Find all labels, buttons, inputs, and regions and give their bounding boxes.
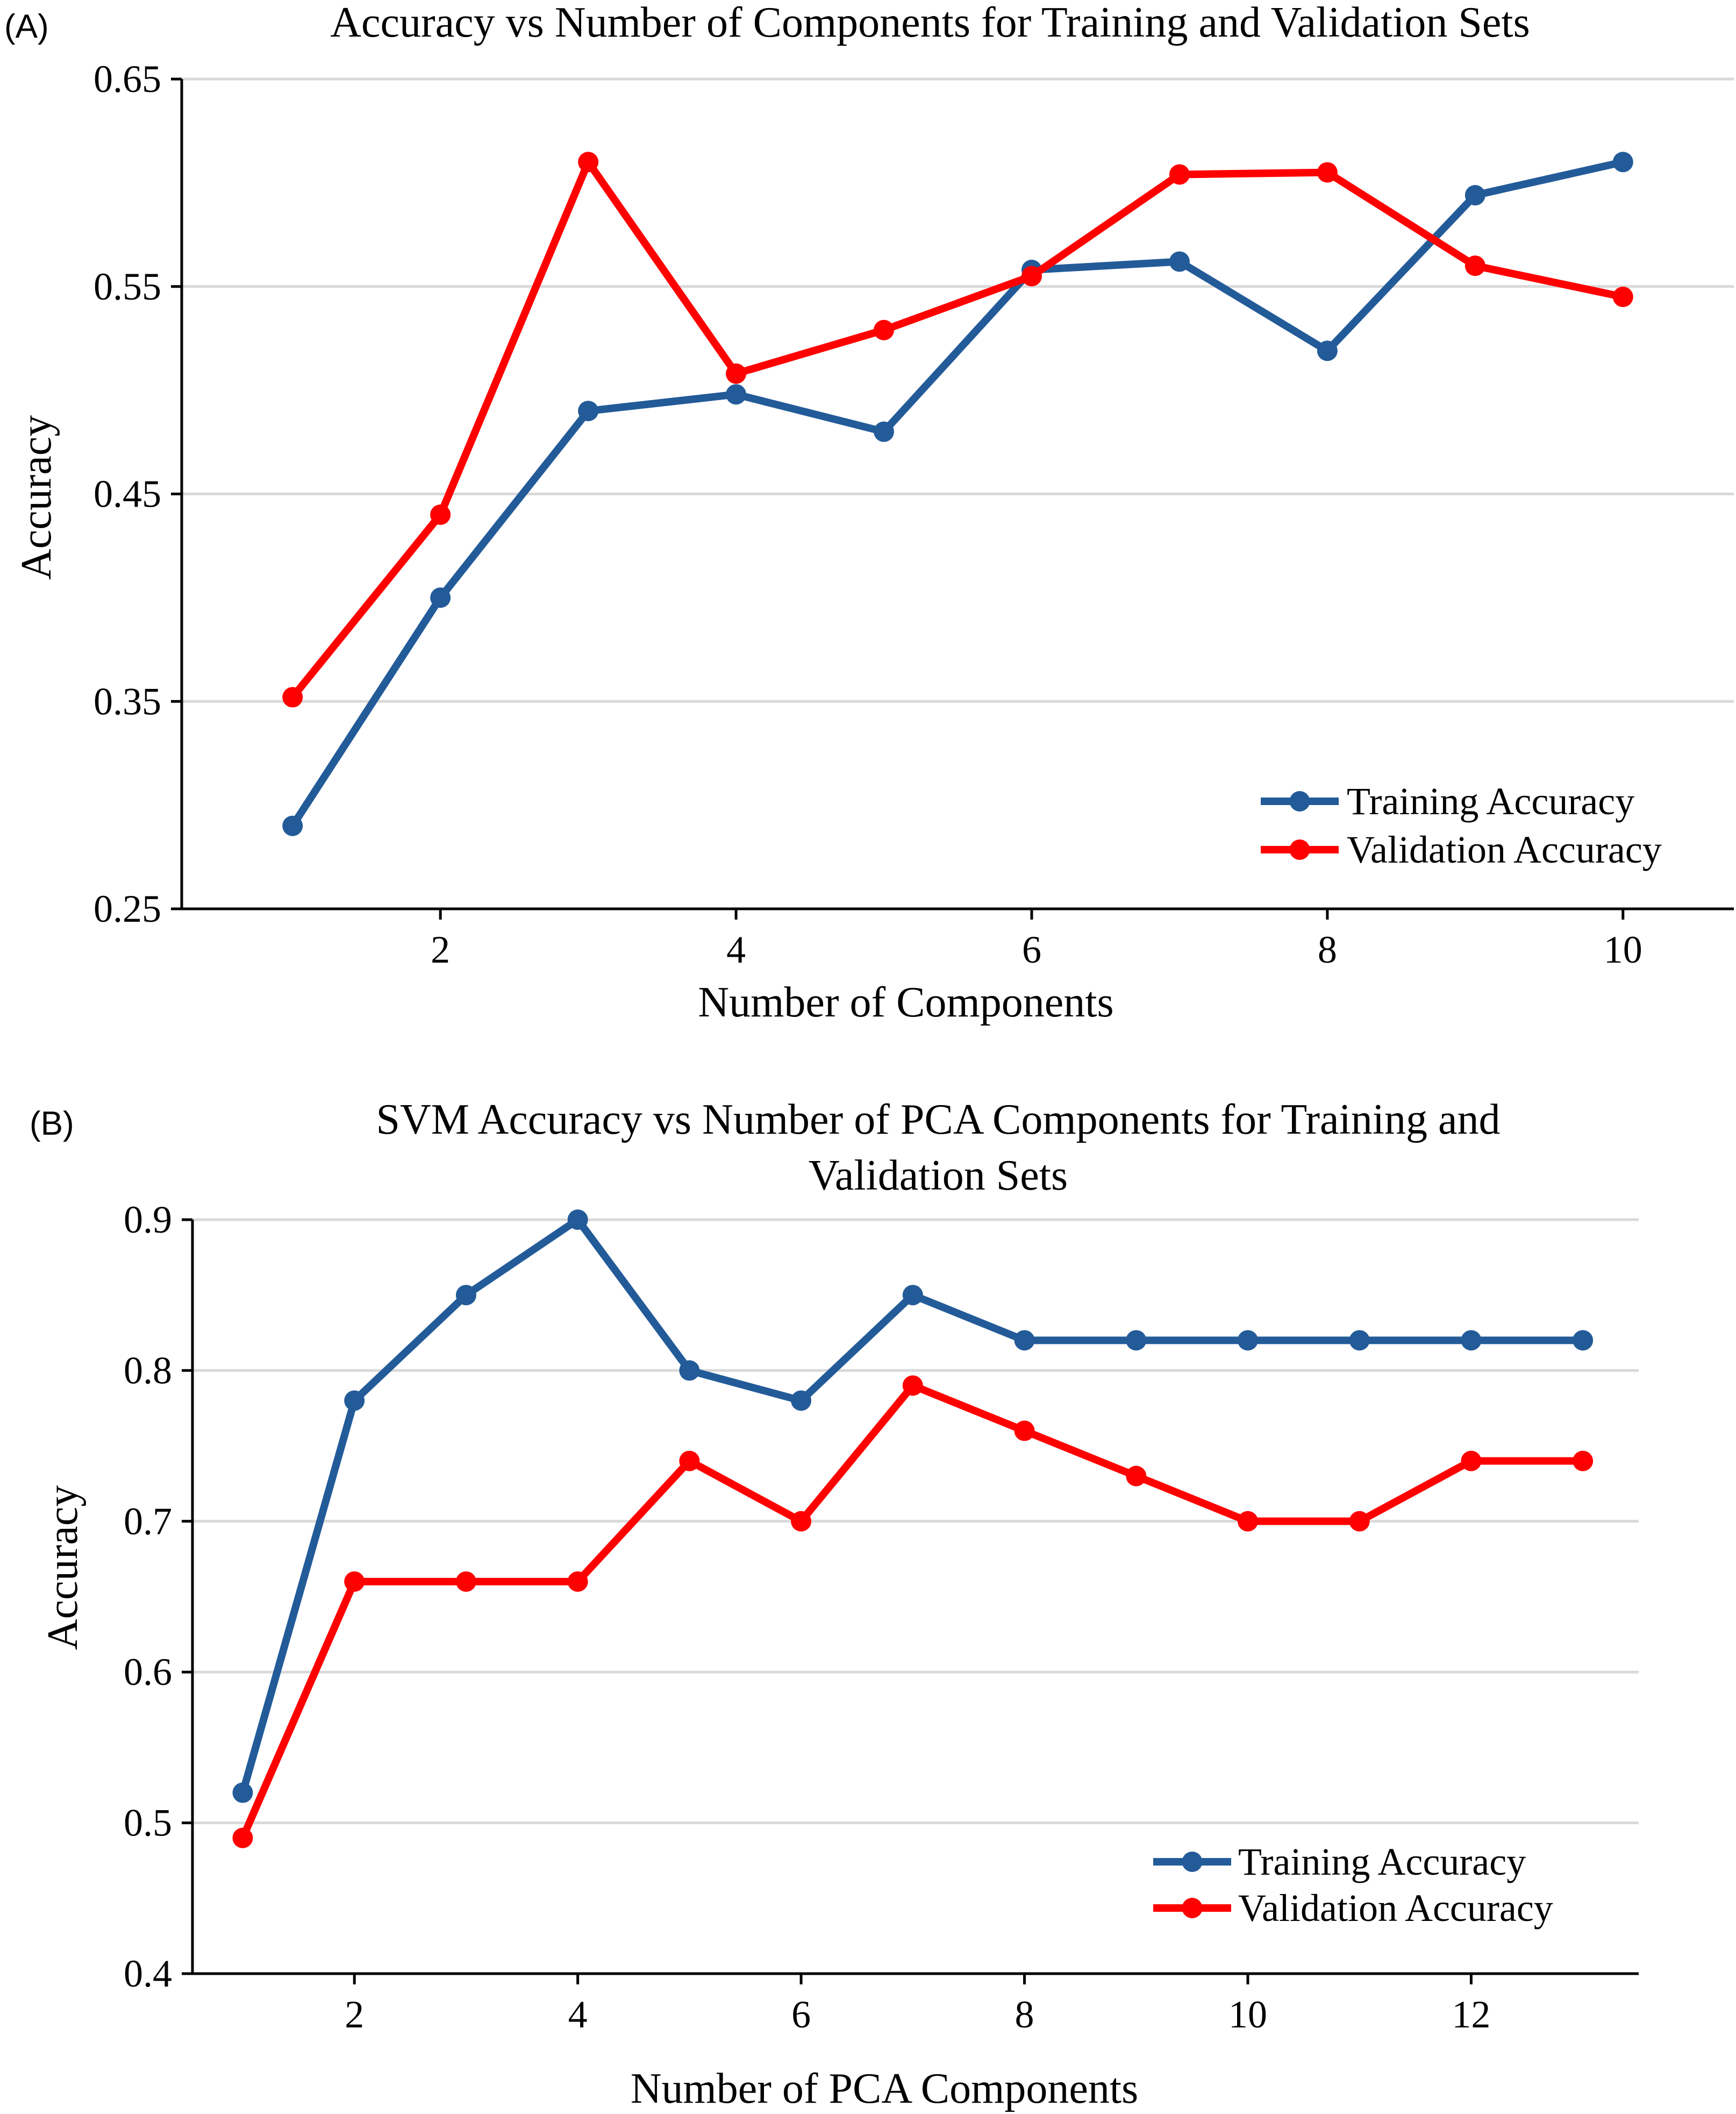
y-tick-label: 0.9 — [124, 1198, 172, 1241]
x-tick-label: 8 — [1318, 928, 1337, 971]
validation-series-line — [289, 158, 1627, 701]
validation-data-point — [726, 363, 747, 384]
validation-data-point — [282, 687, 303, 708]
validation-data-point — [430, 504, 451, 525]
training-data-point — [1349, 1330, 1370, 1351]
validation-data-point — [455, 1571, 476, 1592]
validation-data-point — [1021, 266, 1042, 287]
training-data-point — [679, 1360, 700, 1381]
y-tick-label: 0.6 — [124, 1650, 172, 1693]
training-data-point — [726, 384, 747, 405]
training-data-point — [1169, 251, 1190, 272]
y-tick-label: 0.5 — [124, 1802, 172, 1845]
validation-data-point — [1014, 1420, 1035, 1441]
training-data-point — [1464, 185, 1485, 206]
training-data-point — [1612, 152, 1633, 173]
y-tick-label: 0.25 — [94, 887, 161, 930]
validation-data-point — [791, 1511, 812, 1532]
chart-panel-b: (B) SVM Accuracy vs Number of PCA Compone… — [30, 1096, 1639, 2112]
y-axis-title: Accuracy — [13, 415, 60, 580]
legend: Training Accuracy Validation Accuracy — [1261, 780, 1662, 871]
validation-data-point — [679, 1450, 700, 1471]
training-data-point — [791, 1390, 812, 1411]
legend-label-training: Training Accuracy — [1347, 780, 1634, 823]
y-tick-label: 0.7 — [124, 1500, 172, 1543]
training-data-point — [455, 1285, 476, 1306]
training-data-point — [567, 1209, 588, 1230]
chart-title: Validation Sets — [809, 1152, 1068, 1199]
validation-data-point — [232, 1827, 253, 1848]
validation-data-point — [1317, 162, 1338, 183]
y-tick-label: 0.4 — [124, 1952, 172, 1995]
training-data-point — [1461, 1330, 1482, 1351]
validation-data-point — [1464, 255, 1485, 276]
validation-data-point — [578, 152, 599, 173]
legend-marker-training — [1289, 791, 1310, 812]
y-tick-label: 0.45 — [94, 473, 161, 516]
training-data-point — [874, 421, 895, 442]
validation-data-point — [1349, 1511, 1370, 1532]
validation-data-point — [567, 1571, 588, 1592]
legend-label-training: Training Accuracy — [1238, 1840, 1526, 1883]
x-tick-label: 12 — [1452, 1993, 1490, 2036]
y-tick-label: 0.35 — [94, 680, 161, 723]
x-axis-title: Number of Components — [698, 979, 1113, 1026]
validation-data-point — [1169, 164, 1190, 185]
validation-data-point — [1237, 1511, 1258, 1532]
training-data-point — [902, 1285, 923, 1306]
validation-data-point — [874, 319, 895, 340]
validation-data-point — [1573, 1450, 1594, 1471]
training-data-point — [1573, 1330, 1594, 1351]
x-axis-title: Number of PCA Components — [631, 2065, 1138, 2112]
x-tick-label: 4 — [726, 928, 746, 971]
validation-series-line — [239, 1382, 1587, 1842]
training-series-line — [289, 158, 1627, 830]
legend-label-validation: Validation Accuracy — [1347, 828, 1662, 871]
validation-data-point — [1612, 287, 1633, 308]
training-data-point — [1237, 1330, 1258, 1351]
chart-title: Accuracy vs Number of Components for Tra… — [330, 0, 1530, 46]
training-data-point — [1317, 340, 1338, 361]
legend-marker-validation — [1289, 839, 1310, 860]
legend-label-validation: Validation Accuracy — [1238, 1887, 1553, 1930]
validation-data-point — [1461, 1450, 1482, 1471]
chart-panel-a: (A) Accuracy vs Number of Components for … — [4, 0, 1734, 1026]
x-tick-label: 4 — [568, 1993, 588, 2036]
training-data-point — [578, 401, 599, 422]
chart-title: SVM Accuracy vs Number of PCA Components… — [376, 1096, 1500, 1143]
training-data-point — [232, 1782, 253, 1803]
training-data-point — [344, 1390, 365, 1411]
validation-data-point — [344, 1571, 365, 1592]
x-tick-label: 2 — [431, 928, 450, 971]
y-tick-label: 0.65 — [94, 58, 161, 101]
legend-marker-validation — [1182, 1898, 1203, 1918]
x-tick-label: 10 — [1604, 928, 1642, 971]
validation-data-point — [902, 1375, 923, 1396]
legend-marker-training — [1182, 1852, 1203, 1872]
x-tick-label: 8 — [1015, 1993, 1034, 2036]
y-axis-title: Accuracy — [39, 1485, 87, 1650]
training-data-point — [282, 815, 303, 836]
training-data-point — [1126, 1330, 1147, 1351]
training-data-point — [430, 587, 451, 608]
panel-label: (B) — [30, 1105, 74, 1142]
training-data-point — [1014, 1330, 1035, 1351]
x-tick-label: 6 — [791, 1993, 811, 2036]
y-tick-label: 0.55 — [94, 265, 161, 308]
x-tick-label: 2 — [345, 1993, 364, 2036]
x-tick-label: 10 — [1228, 1993, 1267, 2036]
x-tick-label: 6 — [1022, 928, 1041, 971]
validation-data-point — [1126, 1465, 1147, 1486]
y-tick-label: 0.8 — [124, 1349, 172, 1392]
panel-label: (A) — [4, 8, 49, 45]
